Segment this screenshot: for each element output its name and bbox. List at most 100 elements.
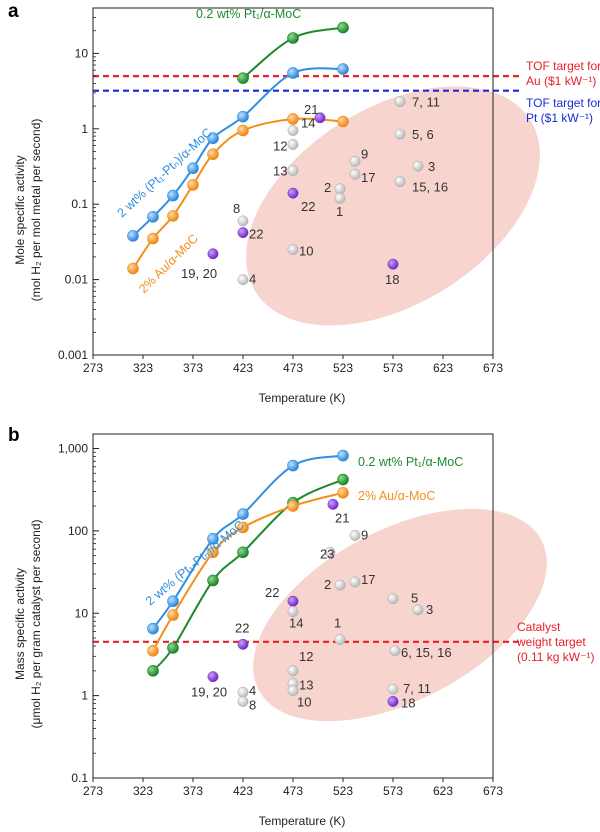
panel-b-x-tick-label: 523 <box>333 784 353 798</box>
panel-a-series-point-blue <box>167 189 179 202</box>
panel-b-reference-label: 22 <box>265 585 279 600</box>
panel-a-reference-point <box>287 139 299 150</box>
panel-b-series-point-orange <box>287 500 299 512</box>
panel-b-reference-label: 21 <box>335 510 349 525</box>
panel-b-reference-point <box>287 685 299 697</box>
panel-a-reference-point <box>287 125 299 136</box>
panel-b-series-point-green <box>337 473 349 486</box>
panel-b-reference-point <box>327 498 339 510</box>
panel-a-reference-label: 18 <box>385 272 399 287</box>
panel-b-series-point-blue <box>207 533 219 545</box>
panel-b-reference-point <box>334 579 346 591</box>
panel-b-reference-label: 3 <box>426 602 433 617</box>
panel-b-reference-label: 5 <box>411 591 418 606</box>
panel-b-reference-point <box>237 638 249 650</box>
panel-a-series-point-orange <box>167 210 179 222</box>
panel-b-series-point-orange <box>207 546 219 559</box>
panel-b-y-tick-label: 10 <box>75 606 89 620</box>
panel-b-target-line1: Catalyst <box>517 620 561 634</box>
panel-a-reference-label: 1 <box>336 204 343 219</box>
panel-a-series-point-orange <box>187 179 199 191</box>
panel-a-reference-point <box>387 258 399 270</box>
panel-b-reference-point <box>387 683 399 695</box>
panel-b-y-tick-label: 0.1 <box>71 771 88 785</box>
panel-b-series-point-blue <box>147 622 159 635</box>
panel-a-series-point-blue <box>147 211 159 223</box>
panel-b-reference-point <box>287 606 299 617</box>
panel-a-series-point-blue <box>127 230 139 242</box>
panel-a-reference-label: 21 <box>304 102 318 117</box>
panel-b-x-tick-label: 273 <box>83 784 103 798</box>
panel-a-series-point-blue <box>187 162 199 175</box>
panel-b-x-tick-label: 323 <box>133 784 153 798</box>
panel-b-reference-label: 6, 15, 16 <box>401 645 452 660</box>
panel-b-reference-label: 12 <box>299 649 313 664</box>
panel-a-y-axis-label-line1: Mole specific activity <box>13 155 27 264</box>
panel-b-x-tick-label: 673 <box>483 784 503 798</box>
panel-b-reference-label: 7, 11 <box>403 681 431 696</box>
panel-a-x-tick-label: 273 <box>83 361 103 375</box>
panel-b-y-tick-label: 1,000 <box>58 442 88 456</box>
panel-b-series-point-orange <box>147 645 159 657</box>
panel-a-reference-label: 22 <box>249 227 263 242</box>
panel-b-reference-point <box>237 686 249 698</box>
panel-a-reference-label: 12 <box>273 138 287 153</box>
panel-a-reference-label: 14 <box>301 115 315 130</box>
panel-b-series-point-blue <box>167 595 179 608</box>
panel-a-series-point-blue <box>287 67 299 79</box>
panel-a-reference-point <box>334 192 346 204</box>
panel-a-reference-label: 4 <box>249 272 256 287</box>
panel-a-reference-point <box>349 155 361 167</box>
panel-b-reference-label: 17 <box>361 572 375 587</box>
panel-a: a 7, 115, 615, 16321141213917212282219, … <box>8 1 600 405</box>
panel-a-reference-label: 5, 6 <box>412 127 434 142</box>
panel-b-reference-point <box>349 530 361 541</box>
panel-b-series-point-orange <box>237 521 249 534</box>
panel-b-reference-point <box>287 595 299 607</box>
panel-b-series-point-green <box>237 546 249 559</box>
panel-a-x-tick-label: 573 <box>383 361 403 375</box>
panel-b-series-label-au: 2% Au/α-MoC <box>358 489 435 503</box>
panel-a-reference-point <box>287 165 299 176</box>
panel-a-reference-label: 9 <box>361 146 368 161</box>
panel-b-reference-label: 23 <box>320 546 334 561</box>
panel-a-label: a <box>8 1 19 22</box>
panel-a-x-tick-label: 523 <box>333 361 353 375</box>
panel-b-series-point-green <box>207 574 219 587</box>
panel-b-reference-point <box>412 604 424 616</box>
panel-b-reference-point <box>334 634 346 645</box>
panel-a-reference-label: 3 <box>428 159 435 174</box>
panel-a-reference-label: 7, 11 <box>412 95 440 110</box>
panel-b-reference-point <box>237 695 249 707</box>
panel-a-target-pt-line1: TOF target for <box>526 96 600 110</box>
panel-b-reference-point <box>287 665 299 677</box>
panel-a-series-point-green <box>337 21 349 34</box>
panel-b-target-line3: (0.11 kg kW⁻¹) <box>517 650 594 664</box>
panel-a-y-tick-label: 1 <box>81 122 88 136</box>
panel-a-reference-label: 10 <box>299 244 313 259</box>
panel-a-y-tick-label: 0.01 <box>65 273 89 287</box>
panel-a-series-point-green <box>287 32 299 44</box>
panel-a-reference-label: 17 <box>361 170 375 185</box>
panel-b-reference-label: 4 <box>249 683 256 698</box>
panel-b-x-tick-label: 623 <box>433 784 453 798</box>
panel-a-series-point-green <box>237 72 249 84</box>
panel-b-reference-label: 14 <box>289 616 303 631</box>
panel-a-reference-point <box>237 227 249 239</box>
panel-b-reference-point <box>387 593 399 605</box>
panel-a-series-point-blue <box>237 110 249 123</box>
panel-a-series-point-orange <box>287 113 299 125</box>
panel-a-reference-label: 22 <box>301 199 315 214</box>
panel-b-y-tick-label: 100 <box>68 524 88 538</box>
panel-a-reference-point <box>334 183 346 195</box>
panel-a-x-tick-label: 473 <box>283 361 303 375</box>
panel-a-series-point-orange <box>337 115 349 128</box>
panel-a-series-point-blue <box>337 63 349 75</box>
panel-a-reference-point <box>394 128 406 140</box>
panel-a-y-tick-label: 10 <box>75 46 89 60</box>
panel-a-reference-point <box>237 274 249 286</box>
panel-a-y-tick-label: 0.1 <box>71 197 88 211</box>
panel-b-x-axis-label: Temperature (K) <box>259 814 346 828</box>
panel-b-reference-label: 10 <box>297 695 311 710</box>
